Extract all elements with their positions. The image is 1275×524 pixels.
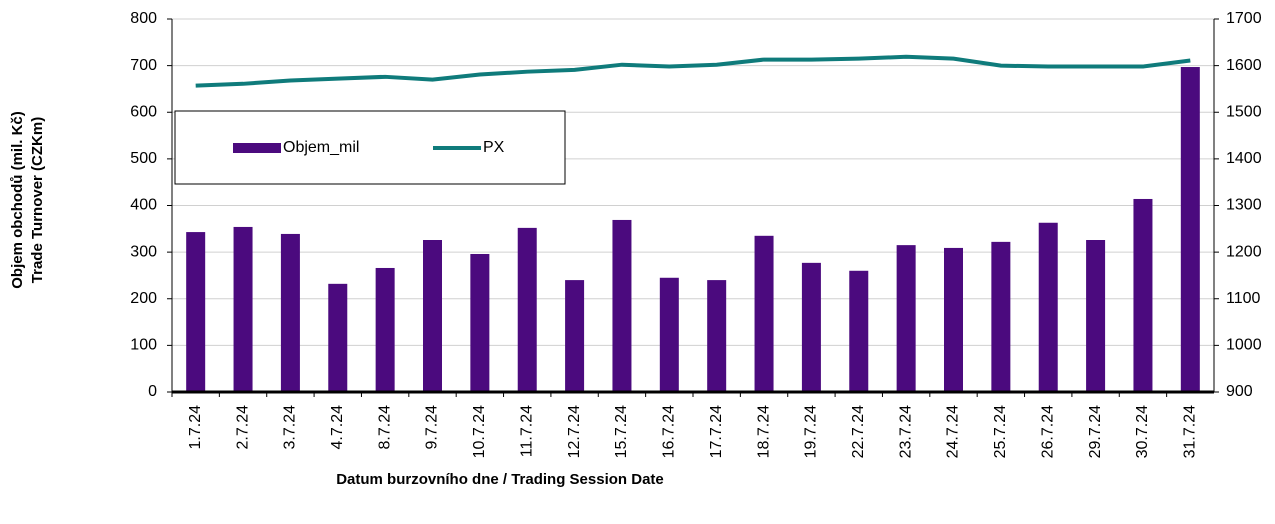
y2-tick-label: 900 [1226,383,1253,400]
x-tick-label: 12.7.24 [566,405,583,458]
y-tick-label: 300 [130,243,157,260]
bar [517,227,537,392]
bar [423,240,442,392]
legend-label: PX [483,139,505,156]
x-tick-label: 17.7.24 [708,405,725,458]
bar [991,241,1011,392]
x-tick-label: 24.7.24 [945,405,962,458]
line [195,54,1191,88]
x-axis-label: Datum burzovního dne / Trading Session D… [336,471,664,488]
legend-swatch [233,143,281,153]
bar [375,267,395,392]
x-tick-label: 23.7.24 [897,405,914,458]
x-tick-label: 26.7.24 [1039,405,1056,458]
bar [328,283,348,392]
x-tick-label: 30.7.24 [1134,405,1151,458]
y2-tick-label: 1000 [1226,337,1262,354]
bar [944,247,963,392]
y2-tick-label: 1500 [1226,103,1262,120]
x-tick-label: 31.7.24 [1182,405,1199,458]
x-tick-label: 10.7.24 [471,405,488,458]
y-tick-label: 0 [148,383,157,400]
x-tick-label: 15.7.24 [613,405,630,458]
y-tick-label: 500 [130,150,157,167]
x-tick-label: 25.7.24 [992,405,1009,458]
y-tick-label: 800 [130,10,157,27]
bar [659,277,679,392]
y2-tick-label: 1200 [1226,243,1262,260]
y2-tick-label: 1400 [1226,150,1262,167]
x-tick-label: 3.7.24 [282,405,299,450]
x-tick-label: 18.7.24 [755,405,772,458]
y2-tick-label: 1100 [1226,290,1261,307]
x-tick-label: 22.7.24 [850,405,867,458]
bar [612,219,632,392]
bar [1038,222,1058,392]
bar [1086,240,1106,392]
x-tick-label: 4.7.24 [329,405,346,450]
x-tick-label: 1.7.24 [187,405,204,450]
bar [565,280,585,392]
x-tick-label: 8.7.24 [376,405,393,450]
bar [280,233,300,392]
y-tick-label: 200 [130,290,157,307]
y-axis-label: Objem obchodů (mil. Kč) [9,111,26,289]
bar [233,226,253,392]
y-axis-label: Trade Turnover (CZKm) [29,117,46,283]
bar [470,253,490,392]
x-tick-label: 19.7.24 [803,405,820,458]
y-tick-label: 700 [130,57,157,74]
y2-tick-label: 1700 [1226,10,1262,27]
bar [754,235,774,392]
bar [1133,198,1153,392]
x-tick-label: 29.7.24 [1087,405,1104,458]
y-tick-label: 600 [130,103,157,120]
bar [896,245,916,392]
y2-tick-label: 1300 [1226,197,1262,214]
bar [707,280,727,392]
legend-label: Objem_mil [283,139,359,156]
x-tick-label: 2.7.24 [234,405,251,450]
y-tick-label: 400 [130,197,157,214]
y2-tick-label: 1600 [1226,57,1262,74]
x-tick-label: 9.7.24 [424,405,441,450]
y-tick-label: 100 [130,337,157,354]
bar [849,270,869,392]
x-tick-label: 11.7.24 [518,405,535,457]
bar [801,262,821,392]
bar [186,232,206,392]
x-tick-label: 16.7.24 [661,405,678,458]
bar [1180,67,1200,393]
